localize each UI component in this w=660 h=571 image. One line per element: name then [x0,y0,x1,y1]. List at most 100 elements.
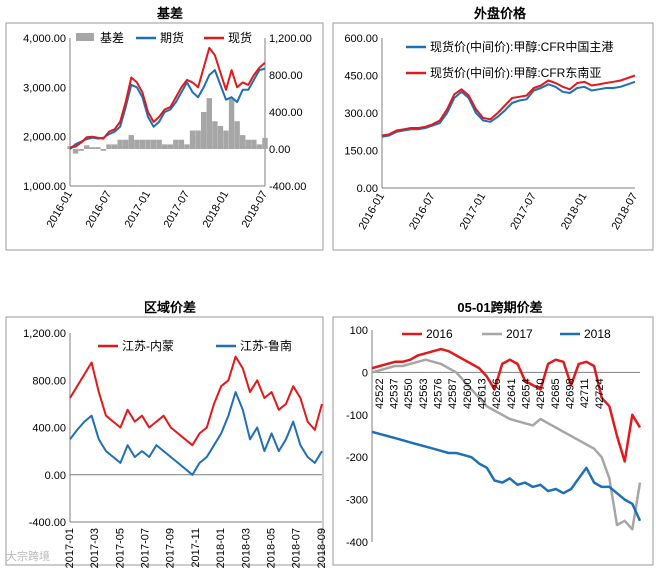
regional-legend-neimeng-label: 江苏-内蒙 [122,339,174,353]
basis-bar-24 [201,112,207,149]
basis-bar-34 [256,144,263,149]
spread-x-tick-7: 42613 [477,378,489,409]
regional-x-tick-6: 2018-01 [215,528,227,568]
basis-bar-6 [100,149,107,151]
spread-y-tick-2: -100 [346,410,368,422]
basis-x-tick-0: 2016-01 [45,189,76,230]
regional-x-tick-0: 2017-01 [64,528,76,568]
regional-x-tick-1: 2017-03 [89,528,101,568]
spread-x-tick-3: 42563 [418,378,430,409]
regional-x-tick-7: 2018-03 [240,528,252,568]
regional-title: 区域价差 [143,300,196,315]
overseas-title: 外盘价格 [473,6,526,21]
basis-bar-26 [212,121,218,149]
regional-y-tick-2: 400.00 [32,423,66,435]
basis-bar-2 [78,149,84,151]
regional-x-tick-10: 2018-09 [316,528,328,568]
regional-x-tick-5: 2017-11 [190,528,202,568]
overseas-frame [332,22,654,251]
regional-y-tick-3: 0.00 [45,470,66,482]
regional-y-tick-4: -400.00 [29,517,66,529]
basis-left-tick-3: 1,000.00 [23,181,66,193]
basis-right-tick-4: -400.00 [269,181,306,193]
spread-x-tick-1: 42537 [389,378,401,409]
basis-bar-27 [217,125,224,149]
basis-bar-10 [123,139,129,149]
basis-bar-21 [184,144,190,149]
regional-neimeng-line [69,355,323,447]
overseas-legend-sea-label: 现货价(中间价):甲醇:CFR东南亚 [430,65,601,80]
spread-y-tick-0: 100 [350,325,368,337]
regional-lunan-line [69,391,323,476]
overseas-x-tick-5: 2018-07 [610,191,641,232]
overseas-x-tick-2: 2017-01 [458,191,489,232]
spread-x-tick-12: 42685 [550,378,562,409]
regional-y-tick-1: 800.00 [32,375,66,387]
spread-x-tick-4: 42576 [433,378,445,409]
overseas-y-tick-3: 150.00 [344,146,378,158]
spread-x-tick-2: 42550 [403,378,415,409]
basis-x-tick-1: 2016-07 [84,189,115,230]
basis-x-tick-4: 2018-01 [201,189,232,230]
basis-bar-29 [228,98,235,149]
regional-frame [5,316,324,566]
basis-bar-15 [150,139,157,149]
basis-spot-line [69,46,266,149]
spread-x-tick-8: 42626 [491,378,503,409]
regional-x-tick-3: 2017-07 [140,528,152,568]
overseas-x-tick-3: 2017-07 [508,191,539,232]
overseas-y-tick-2: 300.00 [344,108,378,120]
spread-y-tick-4: -300 [346,495,368,507]
basis-bar-35 [262,137,268,149]
basis-title: 基差 [156,6,183,21]
regional-y-tick-0: 1,200.00 [23,328,66,340]
spread-x-tick-14: 42711 [579,378,591,408]
spread-legend-2018-label: 2018 [584,327,611,341]
spread-x-tick-11: 42670 [535,378,547,409]
overseas-china-line [381,80,636,138]
spread-x-tick-13: 42698 [565,378,577,409]
overseas-y-tick-4: 0.00 [357,183,378,195]
overseas-x-tick-4: 2018-01 [559,191,590,232]
spread-x-tick-0: 42522 [374,378,386,409]
spread-y-tick-1: 0 [362,367,368,379]
basis-bar-14 [145,139,151,149]
spread-legend-2017-label: 2017 [506,327,533,341]
basis-legend-spot-label: 现货 [228,30,252,45]
basis-bar-28 [223,130,229,149]
basis-x-tick-3: 2017-07 [162,189,193,230]
basis-bar-32 [245,139,251,149]
basis-right-tick-1: 800.00 [269,70,303,82]
spread-2017-line [371,358,642,531]
overseas-y-tick-1: 450.00 [344,71,378,83]
spread-x-tick-15: 42724 [594,378,606,409]
basis-bar-11 [128,135,134,149]
watermark-text: 大宗跨境 [6,551,50,563]
regional-legend-lunan-label: 江苏-鲁南 [240,338,292,353]
basis-bar-9 [117,139,123,149]
spread-x-tick-5: 42587 [447,378,459,409]
basis-legend-basis-swatch [76,33,94,41]
basis-legend-futures-label: 期货 [160,30,184,45]
basis-bar-31 [240,135,246,149]
basis-bar-16 [156,139,162,149]
basis-bar-0 [67,146,73,149]
regional-x-tick-8: 2018-05 [266,528,278,568]
overseas-y-tick-0: 600.00 [344,33,378,45]
spread-2016-line [371,347,642,463]
overseas-legend-china-label: 现货价(中间价):甲醇:CFR中国主港 [430,39,613,54]
spread-legend-2016-label: 2016 [426,327,453,341]
spread-2018-line [371,430,642,522]
basis-right-tick-3: 0.00 [269,144,290,156]
basis-bar-1 [72,149,79,154]
basis-left-tick-1: 3,000.00 [23,82,66,94]
basis-x-tick-5: 2018-07 [240,189,271,230]
basis-bar-13 [139,139,146,149]
spread-x-tick-6: 42600 [462,378,474,409]
basis-bar-20 [178,139,185,149]
basis-bar-18 [167,144,173,149]
basis-bar-22 [189,130,196,149]
basis-bar-5 [95,147,101,149]
basis-x-tick-2: 2017-01 [123,189,154,230]
